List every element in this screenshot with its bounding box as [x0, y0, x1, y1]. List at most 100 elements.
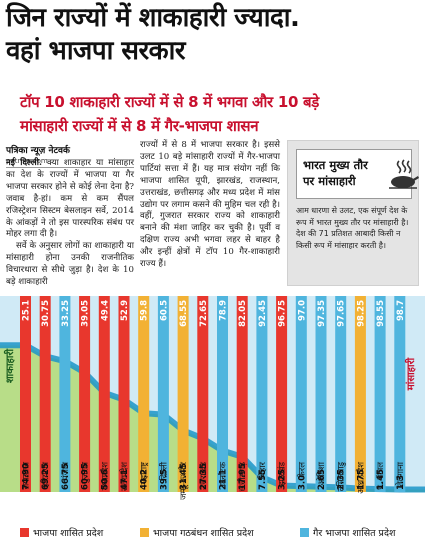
nonveg-value-label: 97.0 — [297, 300, 307, 321]
veg-value-label: 1.45 — [376, 469, 386, 490]
state-name-label: बिहार — [257, 461, 268, 479]
nonveg-value-label: 25.1 — [22, 300, 32, 321]
article-body-1: क्या शाकाहार या मांसाहार का देश के राज्य… — [6, 158, 134, 240]
nonveg-value-label: 68.55 — [179, 300, 189, 327]
nonveg-value-label: 39.05 — [81, 300, 91, 327]
nonveg-value-label: 78.9 — [219, 300, 229, 321]
sidebar-box: भारत मुख्य तौर पर मांसाहारी आम धारणा से … — [287, 140, 419, 286]
state-name-label: प. बंगाल — [375, 462, 386, 490]
state-bar — [177, 296, 189, 492]
state-name-label: जम्मू-कश्मीर — [178, 461, 189, 499]
state-bar — [315, 296, 327, 492]
band-divider-line — [0, 342, 425, 493]
headline-line-2: वहां भाजपा सरकार — [6, 36, 185, 66]
subheadline-line-1: टॉप 10 शाकाहारी राज्यों में से 8 में भगव… — [20, 93, 320, 111]
nonveg-value-label: 92.45 — [258, 300, 268, 327]
nonveg-value-label: 82.05 — [238, 300, 248, 327]
veg-value-label: 7.55 — [258, 469, 268, 490]
nonveg-value-label: 49.4 — [100, 300, 110, 321]
state-name-label: तेलंगाना — [395, 461, 406, 486]
legend-label-alliance: भाजपा गठबंधन शासित प्रदेश — [153, 528, 254, 539]
state-name-label: राजस्थान — [22, 462, 32, 490]
state-bar — [98, 296, 110, 492]
article-paragraph-2: सर्वे के अनुसार लोगों का शाकाहारी या मां… — [6, 241, 134, 288]
article-paragraph-1: नई दिल्ली. क्या शाकाहार या मांसाहार का द… — [6, 158, 134, 241]
sidebar-title: भारत मुख्य तौर पर मांसाहारी — [303, 157, 368, 189]
state-name-label: गुजरात — [81, 462, 91, 484]
state-name-label: आंध्र प्रदेश — [355, 462, 366, 494]
nonveg-value-label: 98.7 — [396, 300, 406, 321]
state-bar — [157, 296, 169, 492]
article-paragraph-3: राज्यों में से 8 में भाजपा सरकार है। इसस… — [140, 140, 280, 270]
veg-value-label: 1.3 — [396, 475, 406, 490]
state-bar — [20, 296, 31, 492]
nonveg-value-label: 59.8 — [140, 300, 150, 321]
sidebar-title-line-1: भारत मुख्य तौर — [303, 158, 368, 172]
nonveg-value-label: 98.55 — [376, 300, 386, 327]
byline-site: patrika.com — [6, 157, 48, 165]
veg-value-label: 66.75 — [61, 463, 71, 490]
veg-value-label: 50.6 — [100, 469, 110, 490]
state-bar — [39, 296, 51, 492]
legend-swatch-bjp — [20, 528, 29, 537]
veg-band-label: शाकाहारी — [3, 348, 16, 383]
state-name-label: उत्तराखंड — [198, 462, 209, 490]
byline: पत्रिका न्यूज़ नेटवर्क patrika.com — [6, 143, 134, 168]
subheadline-line-2: मांसाहारी राज्यों में से 8 में गैर-भाजपा… — [20, 117, 259, 135]
veg-value-label: 74.90 — [22, 463, 32, 490]
byline-brand: पत्रिका न्यूज़ नेटवर्क — [6, 146, 70, 156]
byline-divider — [6, 167, 134, 168]
legend-swatch-non-bjp — [300, 528, 309, 537]
veg-value-label: 2.65 — [317, 469, 327, 490]
state-name-label: उत्तरप्रदेश — [119, 462, 130, 491]
state-bar — [118, 296, 130, 492]
veg-value-label: 2.35 — [337, 469, 347, 490]
state-bar — [295, 296, 307, 492]
state-bar — [276, 296, 288, 492]
sidebar-title-line-2: पर मांसाहारी — [303, 174, 356, 188]
veg-value-label: 3.0 — [297, 475, 307, 490]
headline-line-1: जिन राज्यों में शाकाहारी ज्यादा. — [6, 3, 300, 33]
roast-chicken-icon — [389, 159, 419, 189]
legend-item-bjp: भाजपा शासित प्रदेश — [20, 526, 103, 539]
state-name-label: छत्तीसगढ़ — [237, 462, 248, 492]
state-bar — [335, 296, 347, 492]
nonveg-value-label: 30.75 — [41, 300, 51, 327]
nonveg-value-label: 97.35 — [317, 300, 327, 327]
veg-value-label: 60.95 — [81, 463, 91, 490]
headline: जिन राज्यों में शाकाहारी ज्यादा. वहां भा… — [6, 2, 420, 68]
veg-value-label: 27.35 — [199, 463, 209, 490]
state-bar — [79, 296, 91, 492]
state-name-label: कर्नाटक — [218, 462, 229, 487]
state-name-label: पंजाब — [60, 462, 71, 480]
veg-value-label: 3.25 — [278, 469, 288, 490]
nonveg-value-label: 33.25 — [61, 300, 71, 327]
legend-item-alliance: भाजपा गठबंधन शासित प्रदेश — [140, 526, 254, 539]
legend-item-non-bjp: गैर भाजपा शासित प्रदेश — [300, 526, 395, 539]
nonveg-value-label: 96.75 — [278, 300, 288, 327]
state-bar — [217, 296, 228, 492]
state-bar — [138, 296, 150, 492]
state-name-label: ओडिशा — [316, 461, 327, 485]
veg-value-label: 31.45 — [179, 463, 189, 490]
nonveg-band-label: मांसाहारी — [404, 357, 417, 391]
sidebar-title-frame: भारत मुख्य तौर पर मांसाहारी — [296, 149, 412, 199]
legend-label-non-bjp: गैर भाजपा शासित प्रदेश — [313, 528, 396, 539]
state-name-label: हरियाणा — [40, 461, 51, 487]
veg-value-label: 21.1 — [219, 469, 229, 490]
state-bar — [236, 296, 248, 492]
veg-value-label: 17.95 — [238, 463, 248, 490]
state-name-label: दिल्ली — [158, 461, 169, 480]
nonveg-value-label: 60.5 — [159, 300, 169, 321]
state-name-label: तमिलनाडु — [336, 462, 347, 492]
veg-value-label: 39.5 — [159, 469, 169, 490]
state-name-label: महाराष्ट्र — [140, 461, 150, 484]
state-name-label: केरल — [296, 462, 307, 478]
nonveg-value-label: 52.9 — [120, 300, 130, 321]
state-bar — [394, 296, 406, 492]
state-bar — [59, 296, 71, 492]
article-dateline: नई दिल्ली. — [6, 158, 42, 168]
nonveg-value-label: 98.25 — [356, 300, 366, 327]
veg-value-label: 40.2 — [140, 469, 150, 490]
